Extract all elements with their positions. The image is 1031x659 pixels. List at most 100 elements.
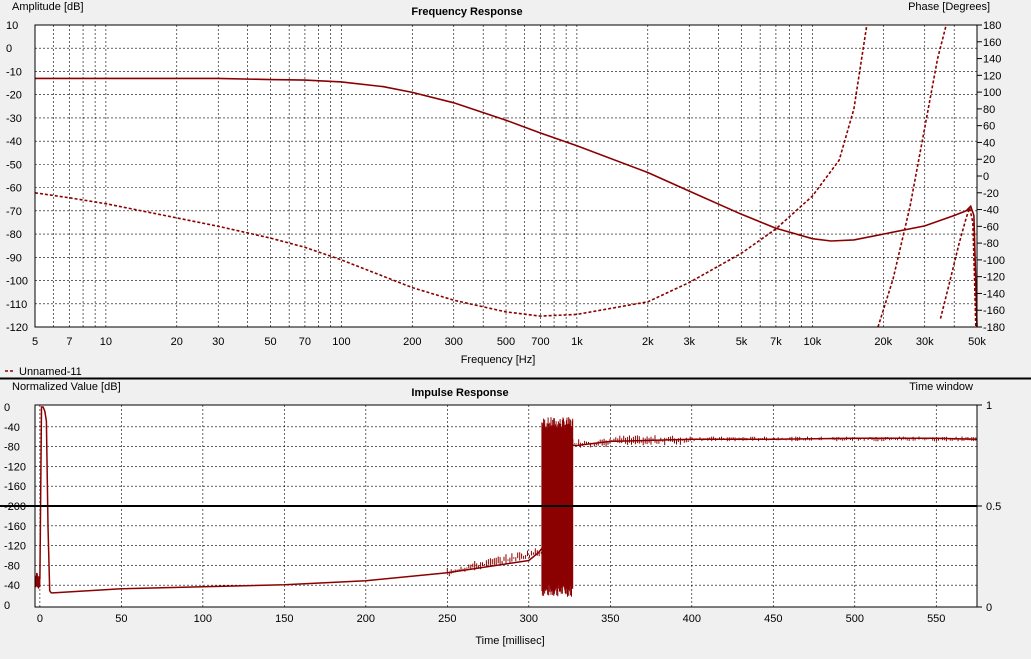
impulse-series xyxy=(34,406,978,597)
phase-tick-label: 80 xyxy=(983,104,995,116)
impulse-tick-labels: 0 50 100 150 200 250 300 350 400 450 500 5500-40-80… xyxy=(0,400,1001,625)
phase-tick-label: 160 xyxy=(983,37,1001,49)
phase-tick-label: -180 xyxy=(983,322,1005,334)
normalized-tick-label: -40 xyxy=(4,580,20,592)
normalized-tick-label: -160 xyxy=(4,481,26,493)
freq-x-tick-label: 50 xyxy=(264,336,276,348)
amplitude-tick-label: -110 xyxy=(6,299,27,311)
freq-x-tick-label: 500 xyxy=(497,336,515,348)
impulse-x-tick-label: 350 xyxy=(601,613,619,625)
impulse-x-tick-label: 200 xyxy=(357,613,375,625)
phase-tick-label: 40 xyxy=(983,137,995,149)
legend[interactable]: Unnamed-11 xyxy=(5,366,82,378)
phase-tick-label: -120 xyxy=(983,272,1005,284)
amplitude-tick-label: -80 xyxy=(6,229,22,241)
phase-tick-label: -140 xyxy=(983,288,1005,300)
frequency-response-chart: 5 7 10 20 30 50 70 100 200 300 500 700 1k 2k 3k 5k 7k 10k… xyxy=(6,1,1005,366)
normalized-tick-label: -120 xyxy=(4,461,26,473)
freq-x-tick-label: 100 xyxy=(332,336,350,348)
freq-x-tick-label: 7 xyxy=(66,336,72,348)
freq-x-tick-label: 20 xyxy=(171,336,183,348)
normalized-tick-label: 0 xyxy=(4,600,10,612)
phase-series-line xyxy=(877,24,947,328)
time-window-axis-label: Time window xyxy=(909,381,973,393)
freq-x-tick-label: 30 xyxy=(212,336,224,348)
freq-x-tick-label: 2k xyxy=(642,336,654,348)
normalized-tick-label: -40 xyxy=(4,422,20,434)
amplitude-tick-label: -20 xyxy=(6,90,22,102)
phase-tick-label: -100 xyxy=(983,255,1005,267)
phase-tick-label: 0 xyxy=(983,171,989,183)
impulse-rise-noise xyxy=(446,548,542,577)
amplitude-tick-label: -50 xyxy=(6,159,22,171)
phase-tick-label: -80 xyxy=(983,238,999,250)
impulse-x-tick-label: 400 xyxy=(683,613,701,625)
amplitude-series-line xyxy=(35,77,978,328)
impulse-plateau-noise xyxy=(572,435,977,448)
normalized-tick-label: -80 xyxy=(4,560,20,572)
frequency-grid xyxy=(35,25,977,327)
legend-entry: Unnamed-11 xyxy=(19,366,82,378)
normalized-tick-label: -120 xyxy=(4,541,26,553)
amplitude-tick-label: -120 xyxy=(6,322,28,334)
time-axis-label: Time [millisec] xyxy=(475,635,544,647)
frequency-plot-area[interactable] xyxy=(35,25,977,327)
freq-x-tick-label: 200 xyxy=(403,336,421,348)
freq-x-tick-label: 10 xyxy=(100,336,112,348)
window-tick-label: 0 xyxy=(986,602,992,614)
window-tick-label: 1 xyxy=(986,400,992,412)
freq-x-tick-label: 3k xyxy=(683,336,695,348)
freq-x-tick-label: 300 xyxy=(445,336,463,348)
freq-x-tick-label: 700 xyxy=(531,336,549,348)
frequency-title: Frequency Response xyxy=(411,6,522,18)
freq-x-tick-label: 10k xyxy=(804,336,822,348)
freq-x-tick-label: 1k xyxy=(571,336,583,348)
impulse-x-tick-label: 150 xyxy=(275,613,293,625)
frequency-series xyxy=(34,24,978,328)
impulse-title: Impulse Response xyxy=(411,387,508,399)
phase-series-line xyxy=(939,204,977,328)
impulse-x-tick-label: 0 xyxy=(37,613,43,625)
frequency-axis-label: Frequency [Hz] xyxy=(461,354,536,366)
phase-tick-label: 20 xyxy=(983,154,995,166)
phase-tick-label: 180 xyxy=(983,20,1001,32)
phase-tick-label: -160 xyxy=(983,305,1005,317)
freq-x-tick-label: 30k xyxy=(916,336,934,348)
amplitude-tick-label: -40 xyxy=(6,136,22,148)
amplitude-tick-label: -60 xyxy=(6,183,22,195)
normalized-tick-label: -80 xyxy=(4,442,20,454)
freq-x-tick-label: 5k xyxy=(736,336,748,348)
freq-x-tick-label: 20k xyxy=(874,336,892,348)
normalized-axis-label: Normalized Value [dB] xyxy=(12,381,121,393)
impulse-x-tick-label: 550 xyxy=(927,613,945,625)
impulse-x-tick-label: 450 xyxy=(764,613,782,625)
amplitude-tick-label: -90 xyxy=(6,252,22,264)
freq-x-tick-label: 5 xyxy=(32,336,38,348)
phase-axis-label: Phase [Degrees] xyxy=(908,1,990,13)
window-tick-label: 0.5 xyxy=(986,501,1001,513)
amplitude-tick-label: -100 xyxy=(6,276,28,288)
phase-tick-label: 100 xyxy=(983,87,1001,99)
freq-x-tick-label: 50k xyxy=(968,336,986,348)
impulse-response-chart: 0 50 100 150 200 250 300 350 400 450 500 5500-40-80… xyxy=(0,381,1001,647)
amplitude-tick-label: 10 xyxy=(6,20,18,32)
phase-tick-label: 120 xyxy=(983,70,1001,82)
amplitude-tick-label: -70 xyxy=(6,206,22,218)
amplitude-axis-label: Amplitude [dB] xyxy=(12,1,84,13)
phase-tick-label: 140 xyxy=(983,54,1001,66)
normalized-tick-label: 0 xyxy=(4,402,10,414)
amplitude-tick-label: 0 xyxy=(6,43,12,55)
impulse-x-tick-label: 100 xyxy=(194,613,212,625)
impulse-x-tick-label: 500 xyxy=(846,613,864,625)
phase-series-line xyxy=(34,25,868,317)
impulse-x-tick-label: 250 xyxy=(438,613,456,625)
amplitude-tick-label: -30 xyxy=(6,113,22,125)
phase-tick-label: -60 xyxy=(983,221,999,233)
phase-tick-label: -20 xyxy=(983,188,999,200)
impulse-x-tick-label: 50 xyxy=(115,613,127,625)
amplitude-tick-label: -10 xyxy=(6,66,22,78)
normalized-tick-label: -160 xyxy=(4,521,26,533)
freq-x-tick-label: 70 xyxy=(299,336,311,348)
